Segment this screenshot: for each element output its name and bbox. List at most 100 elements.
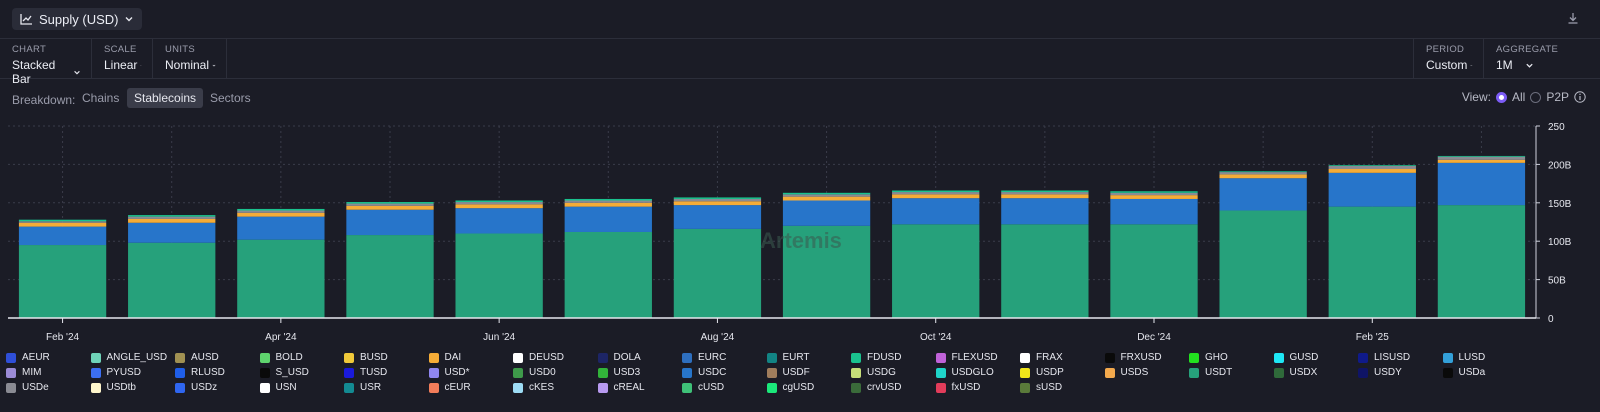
- bar-segment-usdt[interactable]: [128, 242, 216, 318]
- bar-segment-fdusd[interactable]: [237, 208, 325, 211]
- bar-segment-dai[interactable]: [1219, 174, 1307, 179]
- bar-segment-fdusd[interactable]: [346, 202, 434, 204]
- legend-item[interactable]: USDP: [1020, 367, 1064, 378]
- bar-segment-fdusd[interactable]: [455, 200, 543, 203]
- bar-segment-usdc[interactable]: [1437, 162, 1526, 206]
- bar-segment-fdusd[interactable]: [1328, 165, 1416, 166]
- tab-chains[interactable]: Chains: [82, 91, 120, 105]
- legend-item[interactable]: USDa: [1442, 367, 1485, 378]
- legend-item[interactable]: LISUSD: [1358, 352, 1410, 363]
- bar-segment-dai[interactable]: [1328, 169, 1416, 173]
- legend-item[interactable]: USDe: [6, 382, 49, 393]
- legend-item[interactable]: DOLA: [597, 352, 641, 363]
- bar-segment-dai[interactable]: [18, 222, 107, 227]
- legend-item[interactable]: BOLD: [259, 352, 303, 363]
- aggregate-control[interactable]: AGGREGATE 1M: [1483, 38, 1563, 78]
- bar-segment-dai[interactable]: [1437, 159, 1526, 163]
- legend-item[interactable]: DEUSD: [513, 352, 564, 363]
- bar-segment-usde[interactable]: [18, 221, 107, 223]
- legend-item[interactable]: USN: [259, 382, 297, 393]
- bar-segment-usdc[interactable]: [237, 216, 325, 240]
- bar-segment-usdt[interactable]: [892, 224, 980, 318]
- bar-segment-usde[interactable]: [782, 194, 871, 197]
- bar-segment-dai[interactable]: [455, 204, 543, 209]
- bar-segment-fdusd[interactable]: [1437, 155, 1526, 157]
- legend-item[interactable]: PYUSD: [90, 367, 141, 378]
- bar-segment-dai[interactable]: [673, 201, 762, 206]
- bar-segment-usdt[interactable]: [455, 233, 543, 318]
- radio-all[interactable]: [1495, 91, 1507, 103]
- legend-item[interactable]: GUSD: [1273, 352, 1318, 363]
- bar-segment-fdusd[interactable]: [564, 198, 652, 201]
- bar-segment-usdt[interactable]: [18, 245, 107, 318]
- bar-segment-usde[interactable]: [892, 192, 980, 195]
- legend-item[interactable]: ANGLE_USD: [90, 352, 167, 363]
- bar-segment-usde[interactable]: [128, 216, 216, 219]
- bar-segment-dai[interactable]: [564, 202, 652, 207]
- bar-segment-usdc[interactable]: [564, 206, 652, 232]
- legend-item[interactable]: FDUSD: [851, 352, 901, 363]
- bar-segment-dai[interactable]: [237, 212, 325, 217]
- legend-item[interactable]: cUSD: [682, 382, 724, 393]
- metric-selector-button[interactable]: Supply (USD): [12, 8, 143, 30]
- bar-segment-usdt[interactable]: [673, 228, 762, 318]
- legend-item[interactable]: GHO: [1189, 352, 1228, 363]
- legend-item[interactable]: AEUR: [6, 352, 50, 363]
- bar-segment-usde[interactable]: [1001, 192, 1089, 195]
- view-option-all[interactable]: All: [1511, 90, 1526, 104]
- bar-segment-usde[interactable]: [346, 203, 434, 206]
- bar-segment-usdc[interactable]: [346, 209, 434, 236]
- legend-item[interactable]: FRAX: [1020, 352, 1063, 363]
- legend-item[interactable]: USDGLO: [935, 367, 994, 378]
- legend-item[interactable]: cgUSD: [766, 382, 814, 393]
- bar-segment-usdc[interactable]: [1001, 198, 1089, 225]
- legend-item[interactable]: USDtb: [90, 382, 136, 393]
- view-option-p2p[interactable]: P2P: [1546, 90, 1569, 104]
- bar-segment-fdusd[interactable]: [1219, 171, 1307, 173]
- bar-segment-usde[interactable]: [1110, 192, 1198, 196]
- legend-item[interactable]: LUSD: [1442, 352, 1485, 363]
- legend-item[interactable]: fxUSD: [935, 382, 980, 393]
- legend-item[interactable]: EURT: [766, 352, 810, 363]
- legend-item[interactable]: crvUSD: [851, 382, 901, 393]
- bar-segment-usde[interactable]: [1219, 172, 1307, 175]
- bar-segment-usdt[interactable]: [1001, 224, 1089, 318]
- legend-item[interactable]: USDX: [1273, 367, 1317, 378]
- bar-segment-dai[interactable]: [1110, 195, 1198, 199]
- info-icon[interactable]: [1574, 91, 1586, 103]
- legend-item[interactable]: USDG: [851, 367, 896, 378]
- legend-item[interactable]: USDS: [1104, 367, 1148, 378]
- bar-segment-usdc[interactable]: [673, 205, 762, 229]
- legend-item[interactable]: USDF: [766, 367, 810, 378]
- legend-item[interactable]: USDC: [682, 367, 726, 378]
- legend-item[interactable]: cKES: [513, 382, 554, 393]
- legend-item[interactable]: FLEXUSD: [935, 352, 998, 363]
- bar-segment-dai[interactable]: [892, 194, 980, 199]
- legend-item[interactable]: RLUSD: [175, 367, 225, 378]
- chart-type-control[interactable]: CHART Stacked Bar: [0, 38, 92, 86]
- legend-item[interactable]: cEUR: [428, 382, 471, 393]
- legend-item[interactable]: USR: [344, 382, 381, 393]
- bar-segment-usdt[interactable]: [237, 239, 325, 318]
- bar-segment-fdusd[interactable]: [1001, 190, 1089, 193]
- bar-segment-usde[interactable]: [455, 202, 543, 205]
- bar-segment-dai[interactable]: [1001, 194, 1089, 199]
- bar-segment-fdusd[interactable]: [18, 219, 107, 222]
- bar-segment-usde[interactable]: [1437, 156, 1526, 160]
- bar-segment-usdt[interactable]: [346, 235, 434, 318]
- bar-segment-usdt[interactable]: [564, 231, 652, 318]
- bar-segment-fdusd[interactable]: [673, 197, 762, 199]
- bar-segment-dai[interactable]: [128, 218, 216, 223]
- bar-segment-usde[interactable]: [564, 200, 652, 203]
- legend-item[interactable]: TUSD: [344, 367, 387, 378]
- bar-segment-usdt[interactable]: [1110, 224, 1198, 318]
- bar-segment-usdc[interactable]: [128, 222, 216, 243]
- legend-item[interactable]: EURC: [682, 352, 726, 363]
- legend-item[interactable]: BUSD: [344, 352, 388, 363]
- bar-segment-dai[interactable]: [346, 205, 434, 210]
- bar-segment-usdc[interactable]: [1219, 178, 1307, 211]
- tab-sectors[interactable]: Sectors: [210, 91, 251, 105]
- bar-segment-usdc[interactable]: [892, 198, 980, 225]
- bar-segment-usdc[interactable]: [1328, 172, 1416, 207]
- legend-item[interactable]: USDY: [1358, 367, 1402, 378]
